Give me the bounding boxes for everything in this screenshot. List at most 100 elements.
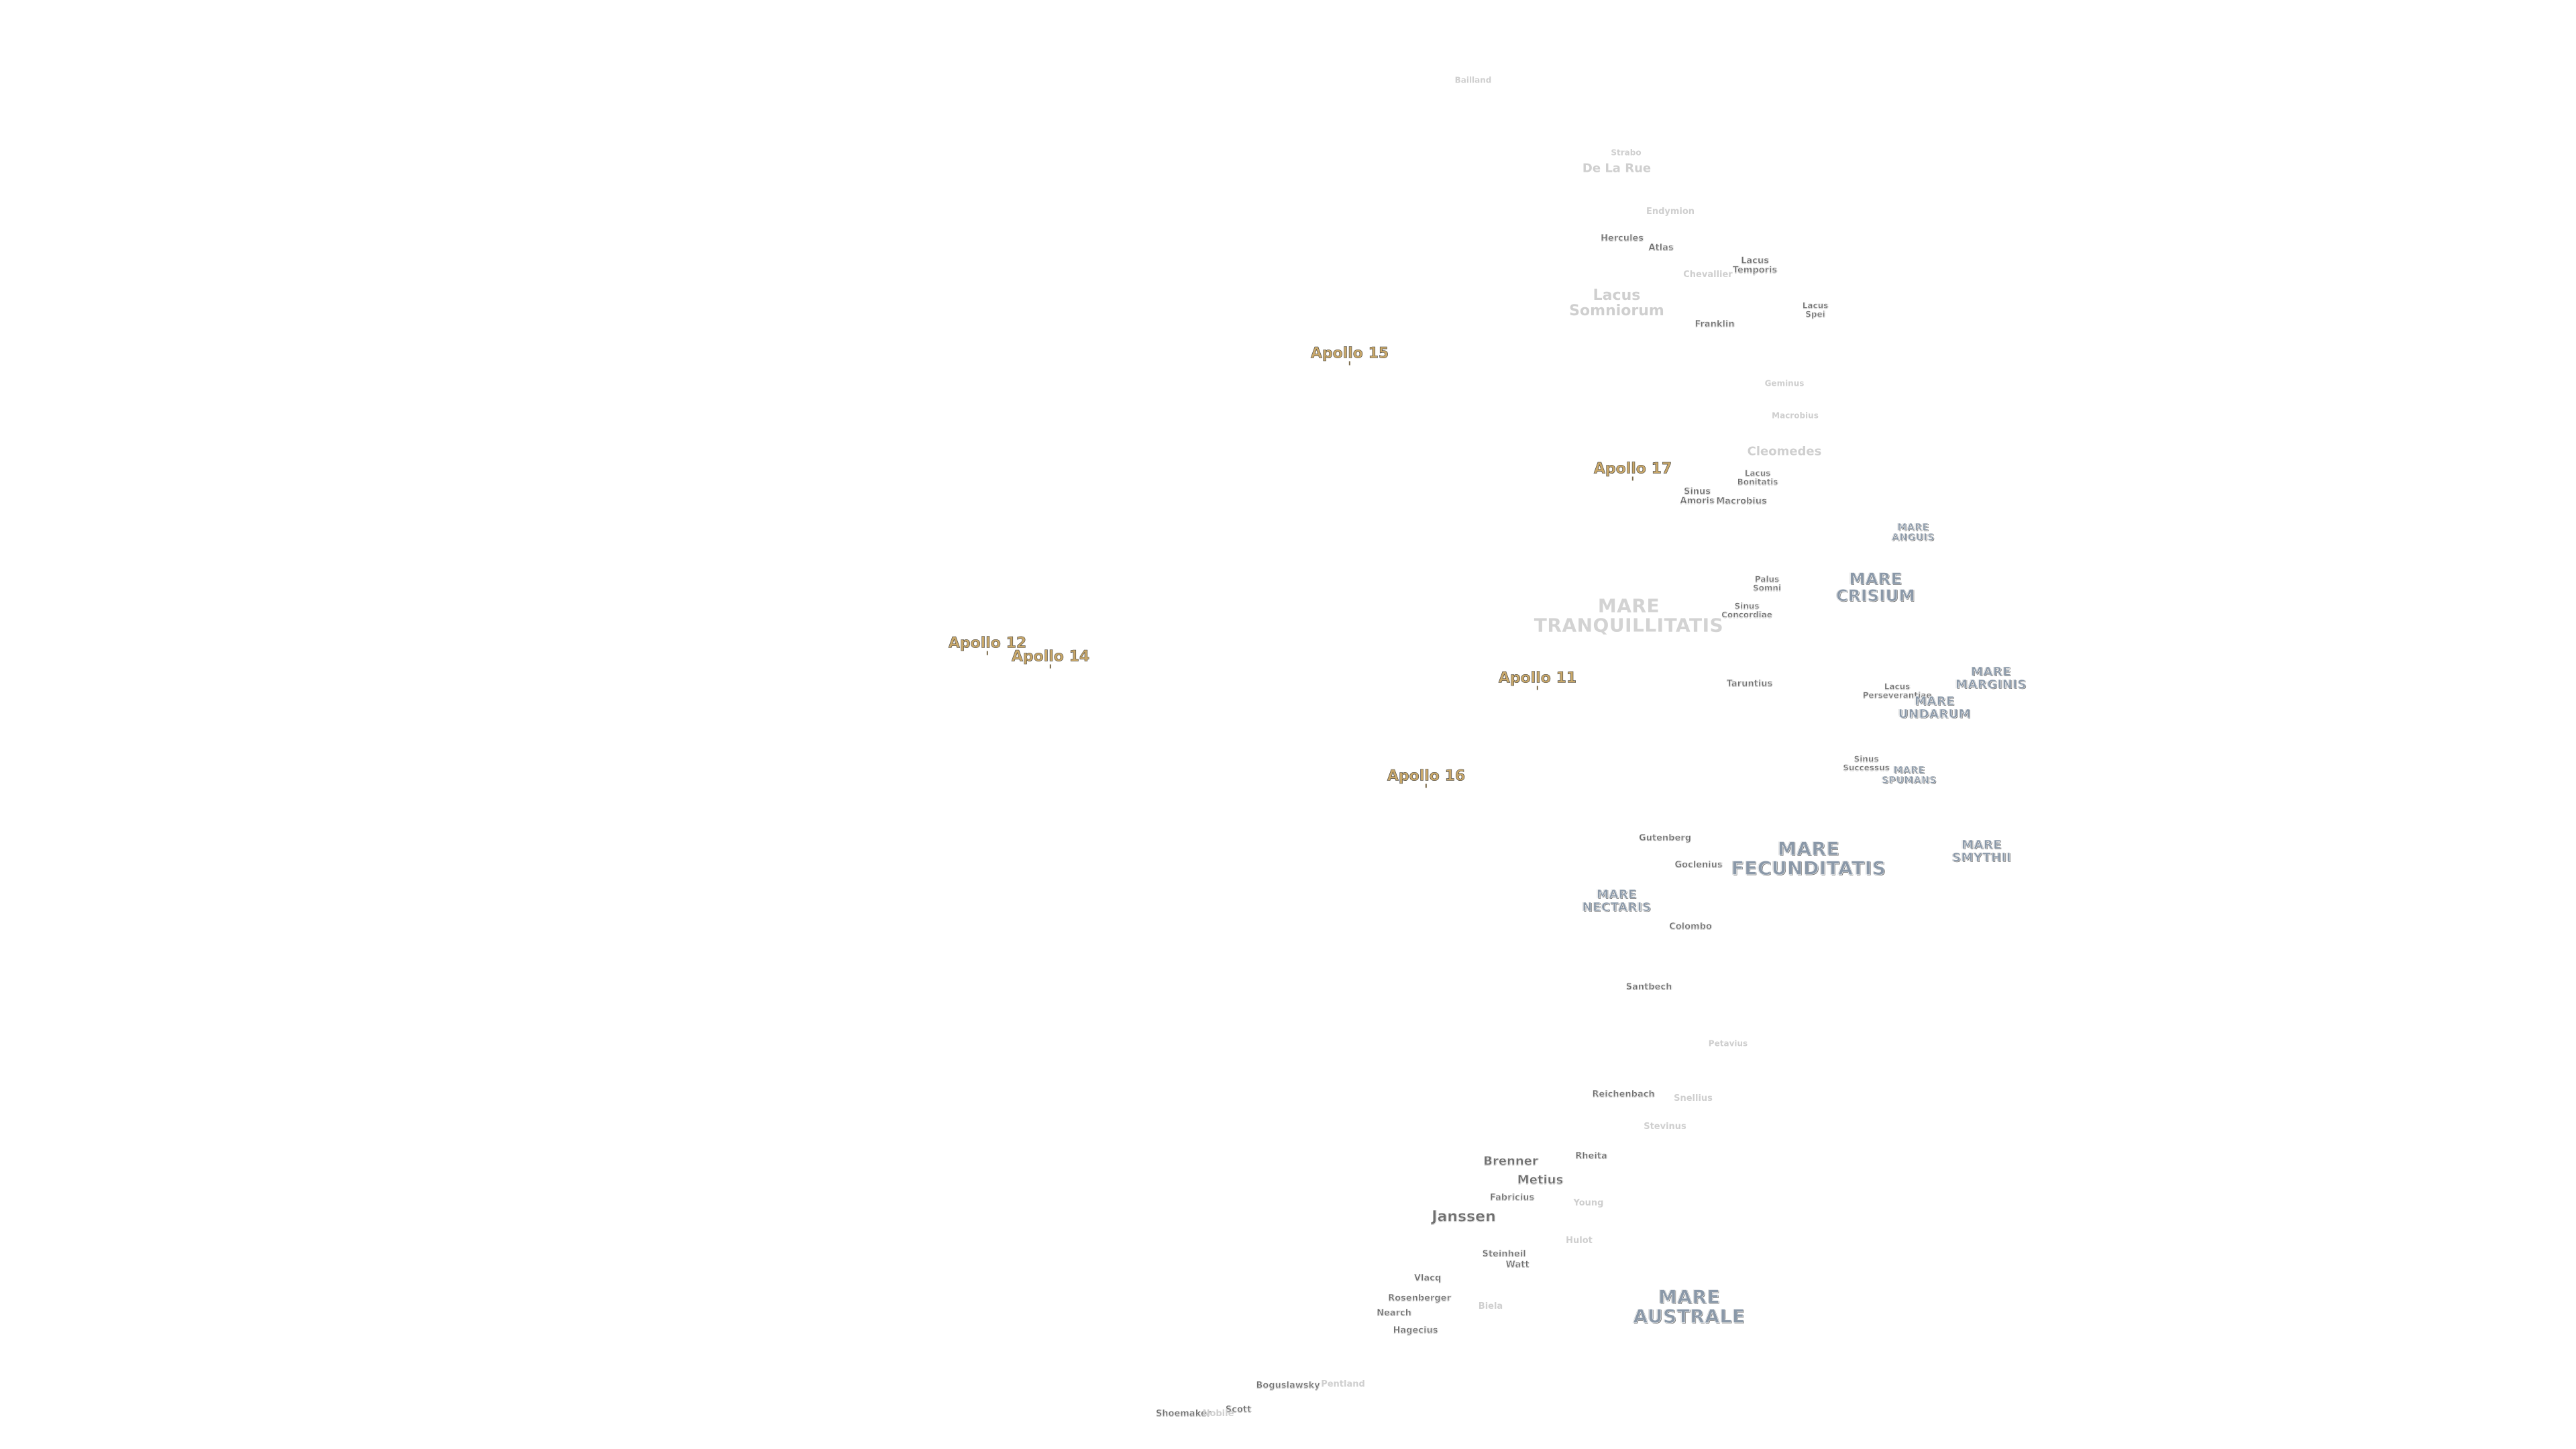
scott-label: Scott — [1226, 1405, 1252, 1415]
watt-label: Watt — [1505, 1260, 1529, 1270]
bailland-label: Bailland — [1455, 76, 1492, 85]
apollo-16-pin-icon — [1425, 784, 1427, 788]
atlas-text: Atlas — [1648, 243, 1674, 254]
boguslawsky-text: Boguslawsky — [1256, 1381, 1320, 1391]
apollo-11-site-label: Apollo 11 — [1499, 670, 1576, 690]
pentland-text: Pentland — [1321, 1379, 1365, 1390]
mare-australe-text: MARE AUSTRALE — [1633, 1285, 1746, 1328]
chevallier-label: Chevallier — [1683, 270, 1732, 280]
apollo-14-text: Apollo 14 — [1011, 648, 1090, 665]
strabo-text: Strabo — [1611, 148, 1642, 158]
colombo-text: Colombo — [1669, 922, 1712, 932]
fabricius-text: Fabricius — [1489, 1193, 1535, 1203]
bailland-text: Bailland — [1454, 75, 1492, 85]
stevinus-text: Stevinus — [1644, 1122, 1686, 1132]
franklin-label: Franklin — [1695, 319, 1735, 330]
apollo-11-text: Apollo 11 — [1498, 669, 1577, 687]
stevinus-label: Stevinus — [1644, 1122, 1686, 1132]
lacus-bonitatis-text: Lacus Bonitatis — [1737, 468, 1778, 486]
vlacq-label: Vlacq — [1414, 1274, 1442, 1283]
apollo-15-text: Apollo 15 — [1310, 345, 1389, 362]
atlas-label: Atlas — [1648, 243, 1674, 254]
metius-label: Metius — [1517, 1173, 1564, 1187]
snellius-text: Snellius — [1674, 1093, 1713, 1104]
snellius-label: Snellius — [1674, 1094, 1713, 1104]
biela-text: Biela — [1478, 1301, 1503, 1312]
steinheil-label: Steinheil — [1482, 1249, 1526, 1260]
hercules-label: Hercules — [1601, 234, 1644, 244]
macrobius-faded-text: Macrobius — [1772, 411, 1819, 421]
lacus-perseverantiae-label: Lacus Perseverantiae — [1862, 682, 1931, 699]
goclenius-label: Goclenius — [1674, 860, 1723, 871]
palus-somni-label: Palus Somni — [1753, 575, 1782, 592]
apollo-11-pin-icon — [1536, 686, 1538, 690]
geminus-text: Geminus — [1764, 378, 1805, 388]
lacus-temporis-text: Lacus Temporis — [1732, 256, 1778, 275]
de-la-rue-text: De La Rue — [1582, 161, 1652, 176]
macrobius-label: Macrobius — [1716, 497, 1767, 506]
mare-fecunditatis-text: MARE FECUNDITATIS — [1731, 837, 1886, 879]
hulot-label: Hulot — [1566, 1236, 1593, 1246]
strabo-label: Strabo — [1611, 148, 1642, 158]
gutenberg-text: Gutenberg — [1638, 833, 1692, 844]
nobile-label: Nobile — [1203, 1409, 1234, 1419]
macrobius-faded-label: Macrobius — [1772, 411, 1819, 421]
mare-anguis-label: MARE ANGUIS — [1892, 522, 1935, 543]
geminus-label: Geminus — [1764, 378, 1805, 388]
goclenius-text: Goclenius — [1674, 860, 1723, 871]
mare-undarum-text: MARE UNDARUM — [1898, 694, 1972, 721]
mare-marginis-label: MARE MARGINIS — [1955, 665, 2027, 692]
apollo-12-site-label: Apollo 12 — [949, 635, 1026, 655]
mare-nectaris-text: MARE NECTARIS — [1582, 888, 1652, 914]
cleomedes-label: Cleomedes — [1747, 444, 1822, 459]
apollo-17-site-label: Apollo 17 — [1593, 460, 1672, 481]
franklin-text: Franklin — [1695, 319, 1735, 330]
biela-label: Biela — [1479, 1302, 1503, 1311]
de-la-rue-label: De La Rue — [1582, 161, 1652, 176]
apollo-14-site-label: Apollo 14 — [1011, 648, 1090, 669]
shoemaker-text: Shoemaker — [1155, 1409, 1212, 1419]
hulot-text: Hulot — [1566, 1236, 1593, 1246]
colombo-label: Colombo — [1669, 922, 1712, 932]
mare-crisium-text: MARE CRISIUM — [1835, 569, 1916, 605]
apollo-17-text: Apollo 17 — [1593, 460, 1672, 478]
steinheil-text: Steinheil — [1482, 1249, 1526, 1260]
apollo-15-site-label: Apollo 15 — [1310, 345, 1389, 366]
apollo-12-pin-icon — [986, 651, 988, 655]
janssen-text: Janssen — [1432, 1208, 1496, 1226]
mare-tranquillitatis-text: MARE TRANQUILLITATIS — [1534, 594, 1724, 637]
janssen-label: Janssen — [1432, 1208, 1496, 1226]
sinus-amoris-label: Sinus Amoris — [1680, 487, 1715, 506]
apollo-14-pin-icon — [1049, 664, 1051, 669]
pentland-label: Pentland — [1321, 1380, 1365, 1389]
lacus-somniorum-text: Lacus Somniorum — [1569, 286, 1664, 319]
sinus-successus-text: Sinus Successus — [1843, 754, 1890, 772]
endymion-label: Endymion — [1646, 207, 1695, 217]
brenner-text: Brenner — [1483, 1154, 1538, 1169]
gutenberg-label: Gutenberg — [1638, 833, 1692, 844]
taruntius-text: Taruntius — [1726, 679, 1773, 690]
mare-crisium-label: MARE CRISIUM — [1835, 569, 1916, 605]
boguslawsky-label: Boguslawsky — [1256, 1381, 1320, 1391]
shoemaker-label: Shoemaker — [1155, 1409, 1212, 1419]
lacus-spei-text: Lacus Spei — [1802, 301, 1829, 319]
mare-tranquillitatis-label: MARE TRANQUILLITATIS — [1534, 596, 1723, 636]
mare-spumans-text: MARE SPUMANS — [1882, 765, 1937, 786]
rosenberger-text: Rosenberger — [1388, 1293, 1451, 1304]
taruntius-label: Taruntius — [1726, 679, 1773, 690]
reichenbach-label: Reichenbach — [1592, 1089, 1655, 1100]
santbech-text: Santbech — [1625, 982, 1672, 993]
nearch-label: Nearch — [1377, 1309, 1411, 1318]
mare-smythii-text: MARE SMYTHII — [1951, 838, 2012, 865]
rosenberger-label: Rosenberger — [1388, 1294, 1451, 1303]
cleomedes-text: Cleomedes — [1747, 444, 1822, 459]
reichenbach-text: Reichenbach — [1592, 1089, 1655, 1100]
mare-nectaris-label: MARE NECTARIS — [1582, 888, 1652, 914]
lacus-spei-label: Lacus Spei — [1802, 301, 1829, 319]
mare-anguis-text: MARE ANGUIS — [1892, 522, 1935, 543]
sinus-successus-label: Sinus Successus — [1843, 755, 1890, 771]
young-text: Young — [1573, 1198, 1604, 1209]
apollo-16-site-label: Apollo 16 — [1387, 768, 1465, 788]
petavius-label: Petavius — [1709, 1039, 1748, 1049]
